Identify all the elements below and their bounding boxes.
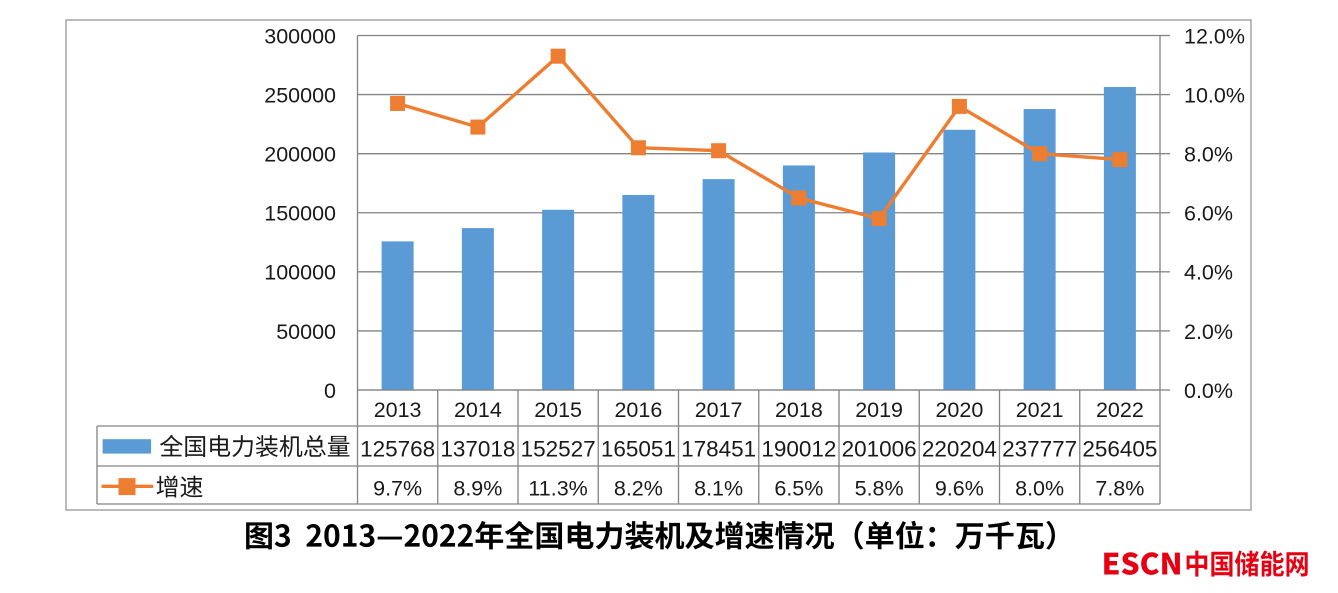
svg-text:8.0%: 8.0% [1015, 476, 1064, 500]
svg-text:11.3%: 11.3% [528, 476, 587, 500]
svg-text:8.2%: 8.2% [614, 476, 663, 500]
svg-text:8.1%: 8.1% [694, 476, 743, 500]
svg-text:9.7%: 9.7% [373, 476, 422, 500]
svg-text:12.0%: 12.0% [1184, 24, 1245, 48]
svg-text:7.8%: 7.8% [1095, 476, 1144, 500]
svg-text:2021: 2021 [1016, 398, 1064, 422]
svg-text:2015: 2015 [534, 398, 582, 422]
svg-text:201006: 201006 [842, 437, 917, 462]
svg-text:6.5%: 6.5% [774, 476, 823, 500]
svg-text:2014: 2014 [454, 398, 502, 422]
svg-text:2.0%: 2.0% [1184, 320, 1233, 344]
svg-text:2018: 2018 [775, 398, 823, 422]
svg-text:150000: 150000 [264, 202, 336, 226]
svg-text:100000: 100000 [264, 261, 336, 285]
svg-text:9.6%: 9.6% [935, 476, 984, 500]
svg-text:220204: 220204 [922, 437, 997, 462]
svg-text:2019: 2019 [855, 398, 903, 422]
svg-text:152527: 152527 [521, 437, 596, 462]
svg-text:2013: 2013 [374, 398, 422, 422]
svg-text:8.9%: 8.9% [453, 476, 502, 500]
svg-text:137018: 137018 [440, 437, 515, 462]
svg-text:0: 0 [324, 379, 336, 403]
svg-text:256405: 256405 [1082, 437, 1157, 462]
svg-text:2020: 2020 [935, 398, 983, 422]
svg-text:237777: 237777 [1002, 437, 1077, 462]
svg-text:200000: 200000 [264, 143, 336, 167]
svg-text:5.8%: 5.8% [855, 476, 904, 500]
svg-text:190012: 190012 [761, 437, 836, 462]
svg-text:250000: 250000 [264, 83, 336, 107]
svg-text:0.0%: 0.0% [1184, 379, 1233, 403]
svg-text:300000: 300000 [264, 24, 336, 48]
svg-text:165051: 165051 [601, 437, 676, 462]
svg-text:178451: 178451 [681, 437, 756, 462]
svg-text:2022: 2022 [1096, 398, 1144, 422]
svg-text:50000: 50000 [276, 320, 336, 344]
svg-text:2016: 2016 [614, 398, 662, 422]
svg-text:125768: 125768 [360, 437, 435, 462]
svg-text:2017: 2017 [695, 398, 743, 422]
svg-text:10.0%: 10.0% [1184, 83, 1245, 107]
svg-text:6.0%: 6.0% [1184, 202, 1233, 226]
svg-text:8.0%: 8.0% [1184, 143, 1233, 167]
svg-text:4.0%: 4.0% [1184, 261, 1233, 285]
